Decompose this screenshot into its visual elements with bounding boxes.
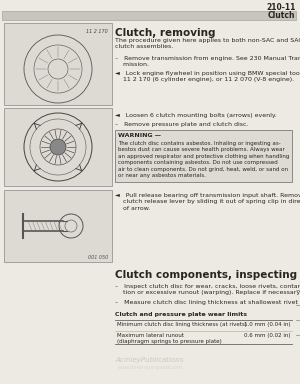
- Text: 0.6 mm (0.02 in): 0.6 mm (0.02 in): [244, 333, 290, 338]
- Text: 1.0 mm (0.04 in): 1.0 mm (0.04 in): [244, 322, 290, 327]
- Text: –   Measure clutch disc lining thickness at shallowest rivet head.: – Measure clutch disc lining thickness a…: [115, 300, 300, 305]
- Text: –   Inspect clutch disc for wear, cracks, loose rivets, contamina-
    tion or e: – Inspect clutch disc for wear, cracks, …: [115, 284, 300, 295]
- Bar: [4, 190, 112, 262]
- Text: Minimum clutch disc lining thickness (at rivets): Minimum clutch disc lining thickness (at…: [117, 322, 247, 327]
- Text: –   Remove pressure plate and clutch disc.: – Remove pressure plate and clutch disc.: [115, 122, 248, 127]
- Text: Clutch, removing: Clutch, removing: [115, 28, 215, 38]
- Bar: [2, 11, 296, 20]
- Text: ◄   Loosen 6 clutch mounting bolts (arrows) evenly.: ◄ Loosen 6 clutch mounting bolts (arrows…: [115, 113, 277, 118]
- Text: Clutch: Clutch: [268, 11, 295, 20]
- Text: ◄   Pull release bearing off transmission input shaft. Remove
    clutch release: ◄ Pull release bearing off transmission …: [115, 193, 300, 211]
- Text: Maximum lateral runout
(diaphragm springs to pressure plate): Maximum lateral runout (diaphragm spring…: [117, 333, 222, 344]
- Text: Clutch components, inspecting: Clutch components, inspecting: [115, 270, 297, 280]
- Circle shape: [50, 139, 66, 155]
- Text: ◄   Lock engine flywheel in position using BMW special tool
    11 2 170 (6 cyli: ◄ Lock engine flywheel in position using…: [115, 71, 300, 83]
- Text: AcmleyPublications: AcmleyPublications: [116, 357, 184, 363]
- Text: The procedure given here applies to both non-SAC and SAC
clutch assemblies.: The procedure given here applies to both…: [115, 38, 300, 50]
- Bar: [115, 130, 292, 182]
- Bar: [4, 108, 112, 186]
- Text: 001 050: 001 050: [88, 255, 108, 260]
- Bar: [4, 23, 112, 105]
- Text: WARNING —: WARNING —: [118, 133, 161, 138]
- Text: 11 2 170: 11 2 170: [86, 29, 108, 34]
- Text: –   Remove transmission from engine. See 230 Manual Trans-
    mission.: – Remove transmission from engine. See 2…: [115, 56, 300, 68]
- Text: 210-11: 210-11: [267, 3, 296, 13]
- Text: www.bmwrepairguide.com: www.bmwrepairguide.com: [117, 366, 183, 371]
- Text: The clutch disc contains asbestos. Inhaling or ingesting as-
bestos dust can cau: The clutch disc contains asbestos. Inhal…: [118, 141, 290, 178]
- Text: Clutch and pressure plate wear limits: Clutch and pressure plate wear limits: [115, 312, 247, 317]
